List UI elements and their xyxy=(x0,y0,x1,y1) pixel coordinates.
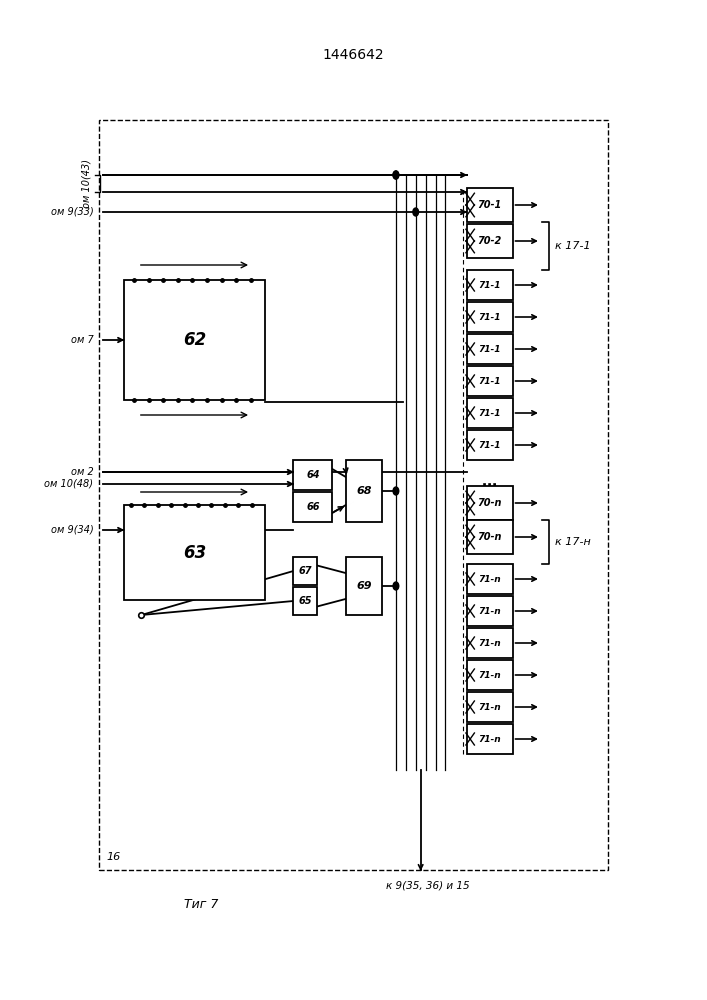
Bar xyxy=(467,270,513,300)
Bar xyxy=(467,224,513,258)
Bar xyxy=(467,188,513,222)
Text: 71-n: 71-n xyxy=(478,734,501,744)
Bar xyxy=(293,587,317,615)
Text: ом 7: ом 7 xyxy=(71,335,93,345)
Circle shape xyxy=(393,171,399,179)
Text: 63: 63 xyxy=(183,544,206,562)
Bar xyxy=(467,564,513,594)
Bar xyxy=(467,486,513,520)
Circle shape xyxy=(413,208,419,216)
Bar xyxy=(467,660,513,690)
Circle shape xyxy=(393,487,399,495)
Bar xyxy=(467,628,513,658)
Text: 64: 64 xyxy=(306,470,320,480)
Bar xyxy=(467,520,513,554)
Text: 1446642: 1446642 xyxy=(322,48,385,62)
Bar xyxy=(467,724,513,754)
Text: 71-n: 71-n xyxy=(478,606,501,615)
Bar xyxy=(124,280,265,400)
Bar xyxy=(124,505,265,600)
Text: 71-n: 71-n xyxy=(478,702,501,711)
Text: 71-1: 71-1 xyxy=(479,280,501,290)
Bar xyxy=(467,366,513,396)
Circle shape xyxy=(393,171,399,179)
Bar xyxy=(467,430,513,460)
Bar xyxy=(293,557,317,585)
Text: 71-n: 71-n xyxy=(478,638,501,648)
Text: к 9(35, 36) и 15: к 9(35, 36) и 15 xyxy=(386,880,469,890)
Bar xyxy=(467,398,513,428)
Text: 70-n: 70-n xyxy=(477,532,502,542)
Bar xyxy=(346,557,382,615)
Text: 70-2: 70-2 xyxy=(477,236,502,246)
Text: ом 9(34): ом 9(34) xyxy=(51,525,93,535)
Text: 70-1: 70-1 xyxy=(477,200,502,210)
Text: 67: 67 xyxy=(298,566,312,576)
Text: 71-n: 71-n xyxy=(478,670,501,680)
Text: к 17-н: к 17-н xyxy=(555,537,591,547)
Text: 62: 62 xyxy=(183,331,206,349)
Bar xyxy=(467,302,513,332)
Bar xyxy=(293,460,332,490)
Text: к 17-1: к 17-1 xyxy=(555,241,590,251)
Text: 16: 16 xyxy=(106,852,120,862)
Bar xyxy=(467,596,513,626)
Text: 66: 66 xyxy=(306,502,320,512)
Bar xyxy=(467,692,513,722)
Circle shape xyxy=(393,582,399,590)
Text: ом 9(33): ом 9(33) xyxy=(51,207,93,217)
Text: ом 2: ом 2 xyxy=(71,467,93,477)
Text: 71-1: 71-1 xyxy=(479,312,501,322)
Text: 71-1: 71-1 xyxy=(479,440,501,450)
Text: 71-1: 71-1 xyxy=(479,344,501,354)
Text: 71-n: 71-n xyxy=(478,574,501,583)
Text: 71-1: 71-1 xyxy=(479,408,501,418)
Bar xyxy=(293,492,332,522)
Text: ⋯: ⋯ xyxy=(482,478,497,492)
Text: 68: 68 xyxy=(356,486,372,496)
Bar xyxy=(467,334,513,364)
Bar xyxy=(346,460,382,522)
Text: ом 10(43): ом 10(43) xyxy=(82,159,92,208)
Text: 65: 65 xyxy=(298,596,312,606)
Text: 71-1: 71-1 xyxy=(479,376,501,385)
Text: ом 10(48): ом 10(48) xyxy=(45,479,93,489)
Text: Τиг 7: Τиг 7 xyxy=(184,898,218,912)
Text: 69: 69 xyxy=(356,581,372,591)
Text: 70-n: 70-n xyxy=(477,498,502,508)
